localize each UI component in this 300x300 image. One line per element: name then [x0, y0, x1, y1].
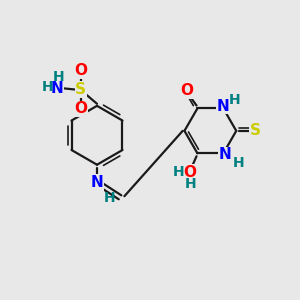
- Text: N: N: [91, 175, 103, 190]
- Text: N: N: [217, 99, 230, 114]
- Text: H: H: [104, 191, 116, 205]
- Text: H: H: [185, 177, 197, 190]
- Text: H: H: [229, 93, 240, 107]
- Text: S: S: [75, 82, 86, 97]
- Text: H: H: [173, 165, 185, 179]
- Text: H: H: [233, 156, 244, 170]
- Text: S: S: [250, 123, 261, 138]
- Text: N: N: [51, 81, 64, 96]
- Text: O: O: [181, 83, 194, 98]
- Text: O: O: [184, 165, 196, 180]
- Text: O: O: [74, 101, 87, 116]
- Text: O: O: [74, 63, 87, 78]
- Text: H: H: [53, 70, 64, 84]
- Text: H: H: [42, 80, 54, 94]
- Text: N: N: [218, 147, 231, 162]
